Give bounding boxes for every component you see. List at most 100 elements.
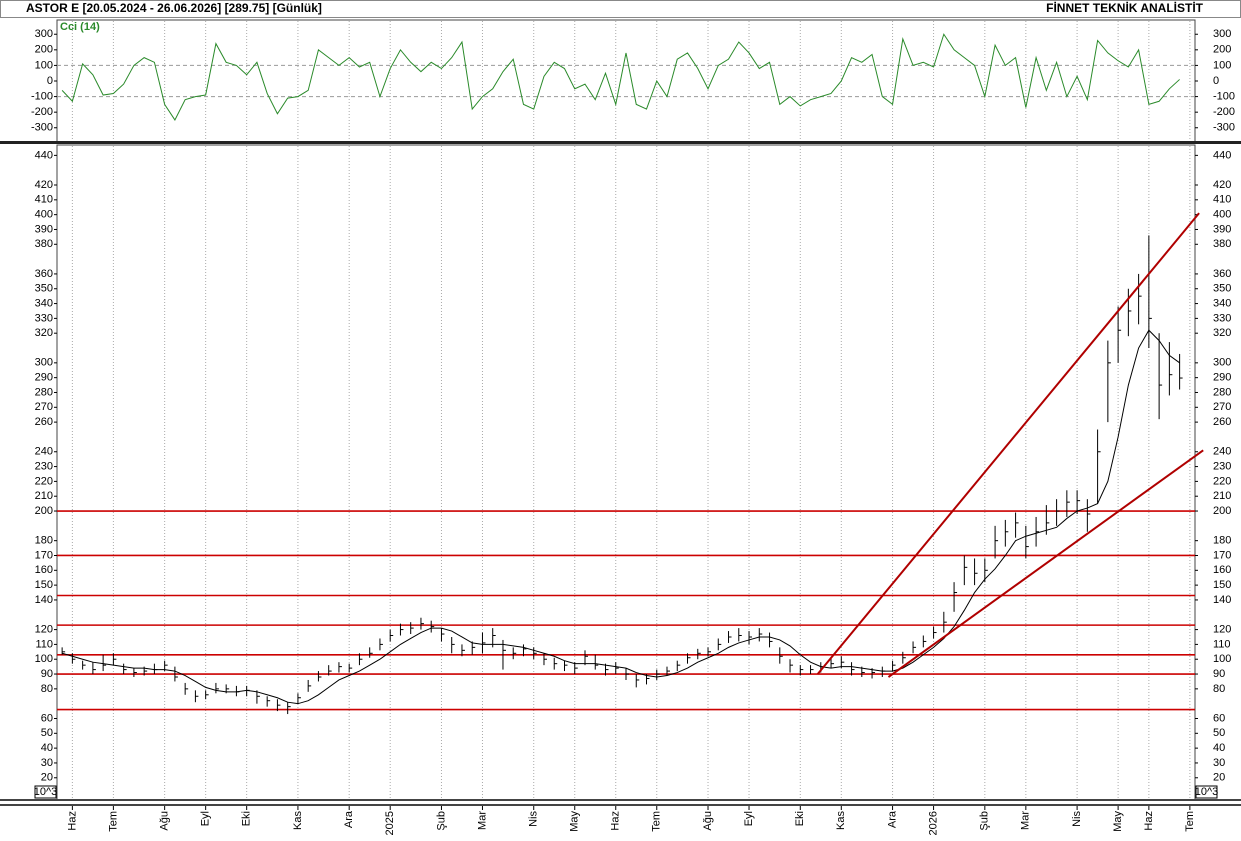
x-tick-label: Eki: [241, 811, 253, 826]
y-tick-label: 240: [35, 446, 53, 458]
x-tick-label: Haz: [610, 811, 622, 831]
y-tick-label: -200: [31, 106, 53, 118]
y-tick-label: 390: [35, 223, 53, 235]
x-tick-label: Eki: [794, 811, 806, 826]
y-tick-label: 230: [35, 460, 53, 472]
y-tick-label: 360: [35, 268, 53, 280]
y-tick-label: 210: [35, 490, 53, 502]
y-tick-label: 220: [35, 475, 53, 487]
y-tick-label: 170: [35, 549, 53, 561]
y-tick-label: -300: [1213, 122, 1235, 134]
x-tick-label: 2025: [384, 811, 396, 835]
y-tick-label: 60: [1213, 712, 1225, 724]
y-tick-label: 390: [1213, 223, 1231, 235]
x-tick-label: Haz: [66, 811, 78, 831]
y-tick-label: 420: [35, 179, 53, 191]
y-tick-label: 270: [35, 401, 53, 413]
y-tick-label: 20: [41, 772, 53, 784]
y-tick-label: 120: [1213, 623, 1231, 635]
y-tick-label: 400: [1213, 209, 1231, 221]
x-tick-label: May: [1112, 811, 1124, 832]
x-tick-label: Nis: [528, 811, 540, 827]
x-tick-label: Kas: [292, 811, 304, 830]
y-tick-label: 80: [1213, 683, 1225, 695]
bottom-rule: [0, 804, 1241, 806]
y-tick-label: 30: [1213, 757, 1225, 769]
multiplier-box: [1195, 785, 1218, 799]
y-tick-label: 200: [35, 505, 53, 517]
y-tick-label: 240: [1213, 446, 1231, 458]
y-tick-label: 40: [1213, 742, 1225, 754]
y-tick-label: 220: [1213, 475, 1231, 487]
y-tick-label: 20: [1213, 772, 1225, 784]
x-tick-label: Nis: [1071, 811, 1083, 827]
y-tick-label: 140: [35, 594, 53, 606]
y-tick-label: 300: [35, 357, 53, 369]
x-tick-label: Tem: [107, 811, 119, 832]
y-tick-label: 200: [1213, 505, 1231, 517]
cci-title: Cci (14): [60, 21, 100, 33]
multiplier-box: [34, 785, 57, 799]
y-tick-label: 380: [1213, 238, 1231, 250]
y-tick-label: 290: [35, 372, 53, 384]
y-tick-label: 320: [1213, 327, 1231, 339]
y-tick-label: 40: [41, 742, 53, 754]
x-tick-label: Kas: [835, 811, 847, 830]
y-tick-label: 140: [1213, 594, 1231, 606]
y-tick-label: 330: [35, 312, 53, 324]
y-tick-label: 50: [1213, 727, 1225, 739]
y-tick-label: 300: [1213, 28, 1231, 40]
y-tick-label: 90: [1213, 668, 1225, 680]
y-tick-label: 180: [35, 535, 53, 547]
x-tick-label: Ağu: [159, 811, 171, 831]
y-tick-label: 210: [1213, 490, 1231, 502]
y-tick-label: 290: [1213, 372, 1231, 384]
x-tick-label: Mar: [476, 811, 488, 830]
y-multiplier: 10^3: [34, 786, 58, 798]
y-tick-label: 180: [1213, 535, 1231, 547]
x-tick-label: Ara: [343, 810, 355, 828]
x-tick-label: Eyl: [200, 811, 212, 826]
y-tick-label: 440: [35, 149, 53, 161]
y-tick-label: 300: [1213, 357, 1231, 369]
y-tick-label: -300: [31, 122, 53, 134]
y-tick-label: 380: [35, 238, 53, 250]
y-tick-label: -200: [1213, 106, 1235, 118]
y-tick-label: 270: [1213, 401, 1231, 413]
y-tick-label: 0: [1213, 75, 1219, 87]
x-tick-label: Ağu: [702, 811, 714, 831]
y-tick-label: 400: [35, 209, 53, 221]
y-tick-label: 160: [1213, 564, 1231, 576]
y-tick-label: 120: [35, 623, 53, 635]
y-tick-label: 160: [35, 564, 53, 576]
cci-line: [61, 33, 1180, 121]
y-tick-label: 60: [41, 712, 53, 724]
moving-average: [61, 329, 1180, 705]
x-tick-label: Ara: [886, 810, 898, 828]
y-tick-label: 100: [35, 59, 53, 71]
x-tick-label: Şub: [435, 811, 447, 831]
x-tick-label: Şub: [979, 811, 991, 831]
y-tick-label: 340: [1213, 297, 1231, 309]
y-tick-label: 110: [1213, 638, 1231, 650]
bottom-rule: [0, 799, 1241, 801]
y-multiplier: 10^3: [1195, 786, 1219, 798]
panel-separator: [0, 141, 1241, 144]
y-tick-label: 0: [47, 75, 53, 87]
x-tick-label: May: [569, 811, 581, 832]
y-tick-label: -100: [1213, 90, 1235, 102]
y-tick-label: 50: [41, 727, 53, 739]
y-tick-label: 90: [41, 668, 53, 680]
y-tick-label: -100: [31, 90, 53, 102]
x-tick-label: 2026: [927, 811, 939, 835]
trend-line: [887, 449, 1204, 678]
y-tick-label: 200: [1213, 44, 1231, 56]
y-tick-label: 350: [35, 283, 53, 295]
y-tick-label: 280: [35, 386, 53, 398]
y-tick-label: 30: [41, 757, 53, 769]
y-tick-label: 100: [1213, 653, 1231, 665]
y-tick-label: 410: [1213, 194, 1231, 206]
x-tick-label: Tem: [651, 811, 663, 832]
